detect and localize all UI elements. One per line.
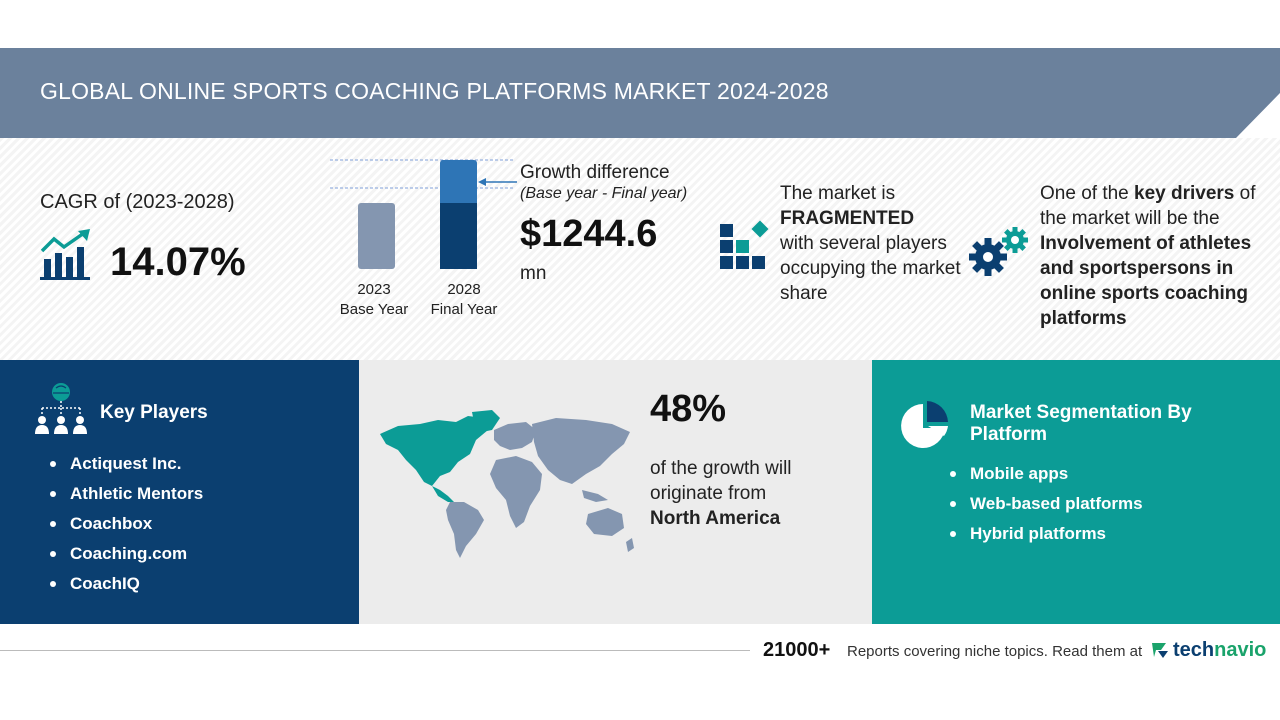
base-year-label: 2023 Base Year <box>339 281 409 318</box>
growth-arrow-head <box>478 178 486 186</box>
growth-bar-chart <box>330 159 517 269</box>
key-players-list: Actiquest Inc. Athletic Mentors Coachbox… <box>50 452 203 602</box>
asia-shape <box>532 418 630 484</box>
growth-chart-icon <box>40 229 90 280</box>
list-item: CoachIQ <box>50 572 203 602</box>
key-driver-text: One of the key drivers of the market wil… <box>1040 183 1256 329</box>
geography-percent: 48% <box>650 388 727 430</box>
segmentation-panel <box>872 360 1280 624</box>
region-name: North America <box>650 508 781 529</box>
market-structure-text: The market is FRAGMENTED with several pl… <box>780 183 961 304</box>
growth-value: $1244.6 <box>520 213 658 255</box>
list-item: Coachbox <box>50 512 203 542</box>
geography-text: of the growth will originate from North … <box>650 458 792 529</box>
list-item: Actiquest Inc. <box>50 452 203 482</box>
technavio-mark-icon <box>1152 643 1168 658</box>
key-players-icon <box>35 383 87 434</box>
final-year-bar-growth <box>440 160 477 210</box>
cagr-label: CAGR of (2023-2028) <box>40 191 235 213</box>
growth-unit: mn <box>520 263 547 284</box>
summary-band <box>0 138 1280 360</box>
europe-shape <box>494 422 536 450</box>
list-item: Web-based platforms <box>950 492 1143 522</box>
base-year-bar <box>358 203 395 269</box>
final-year-label: 2028 Final Year <box>430 281 498 318</box>
list-item: Coaching.com <box>50 542 203 572</box>
segmentation-list: Mobile apps Web-based platforms Hybrid p… <box>950 462 1143 552</box>
south-america-shape <box>446 502 484 558</box>
technavio-logo[interactable]: tech navio <box>1152 638 1266 662</box>
fragmented-blocks-icon <box>720 220 769 269</box>
list-item: Hybrid platforms <box>950 522 1143 552</box>
segmentation-title: Market Segmentation By Platform <box>970 402 1192 445</box>
list-item: Athletic Mentors <box>50 482 203 512</box>
final-year-bar-base <box>440 203 477 269</box>
north-america-shape <box>380 416 488 486</box>
pie-chart-icon <box>901 401 948 448</box>
central-america-shape <box>432 486 454 502</box>
banner-corner-cut <box>1236 93 1280 138</box>
growth-subtitle: (Base year - Final year) <box>520 185 688 202</box>
gears-icon <box>969 227 1028 276</box>
greenland-shape <box>472 410 500 432</box>
key-players-panel <box>0 360 359 624</box>
report-count: 21000+ <box>763 639 831 661</box>
geography-panel <box>359 360 872 624</box>
header-banner <box>0 48 1280 138</box>
footer-text: Reports covering niche topics. Read them… <box>847 643 1143 660</box>
footer-divider <box>0 650 750 651</box>
growth-title: Growth difference <box>520 162 670 183</box>
islands-shape <box>582 490 634 552</box>
africa-shape <box>490 456 542 528</box>
page-title: GLOBAL ONLINE SPORTS COACHING PLATFORMS … <box>40 78 829 104</box>
cagr-value: 14.07% <box>110 240 246 284</box>
world-map <box>380 410 634 558</box>
key-players-title: Key Players <box>100 402 208 423</box>
list-item: Mobile apps <box>950 462 1143 492</box>
australia-shape <box>586 508 624 536</box>
